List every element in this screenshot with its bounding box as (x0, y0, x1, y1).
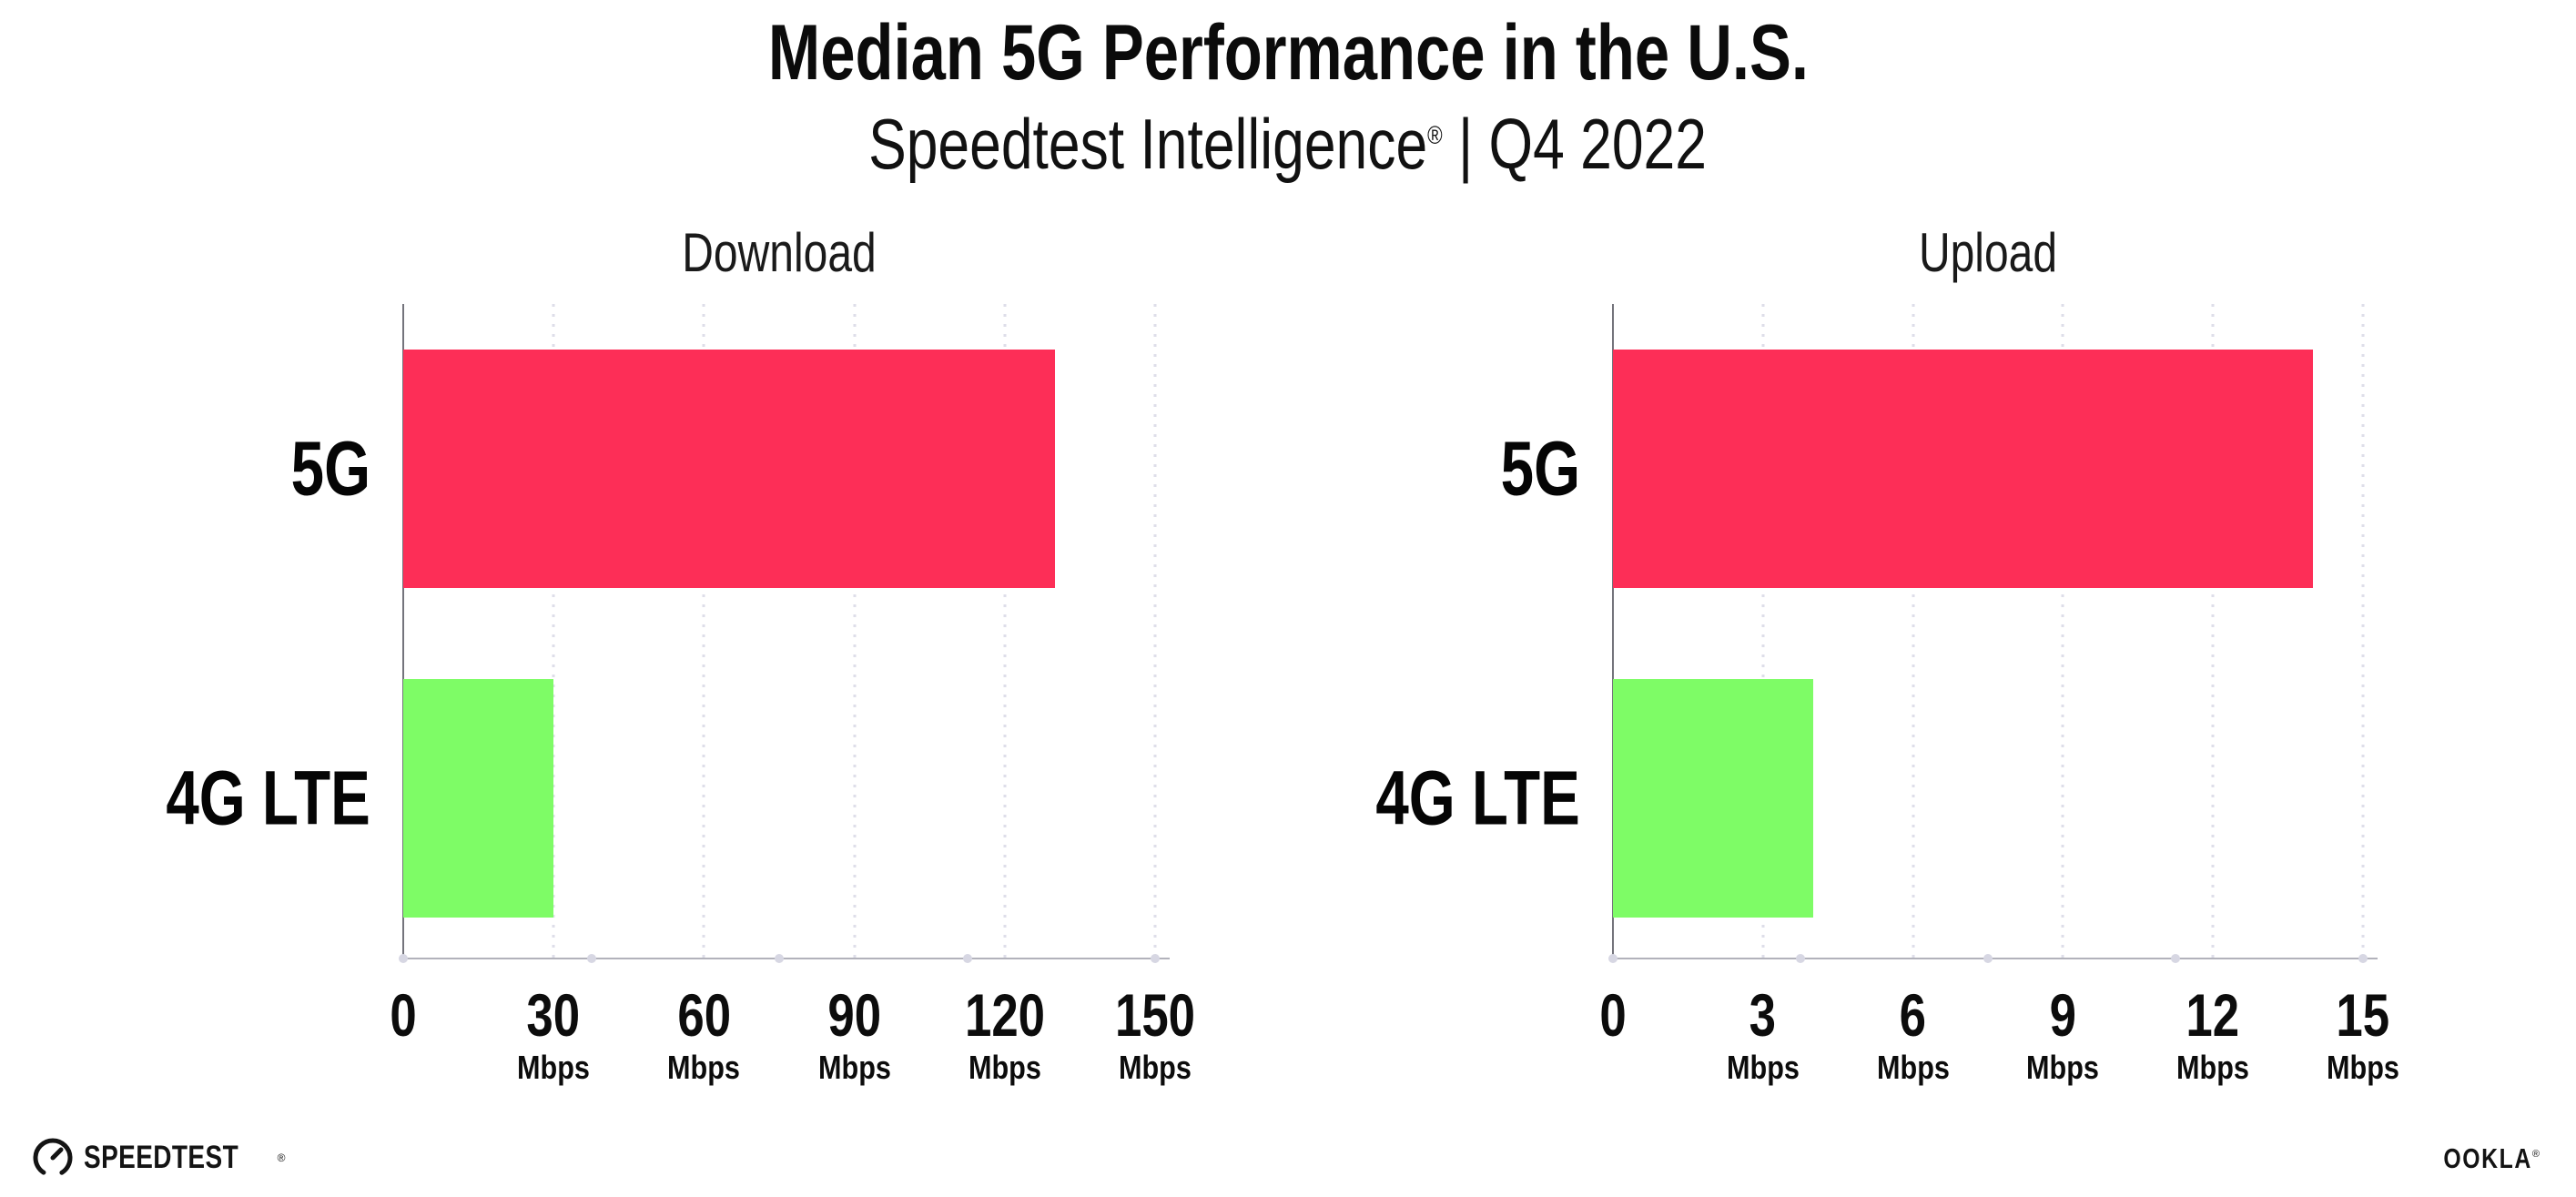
tick-unit-label: Mbps (2026, 1049, 2100, 1086)
tick-number: 15 (2336, 981, 2390, 1049)
tick-label-120: 120 Mbps (955, 981, 1055, 1086)
tick-label-3: 3 Mbps (1720, 981, 1806, 1086)
speedtest-wordmark: SPEEDTEST (84, 1140, 239, 1175)
tick-number: 9 (2049, 981, 2077, 1049)
tick-unit-label: Mbps (817, 1049, 891, 1086)
speedtest-logo: SPEEDTEST ® (31, 1136, 285, 1180)
subtitle-period: | Q4 2022 (1443, 104, 1708, 184)
axis-tick-dot (399, 954, 408, 963)
tick-number: 30 (526, 981, 581, 1049)
gridline-120 (1003, 304, 1007, 959)
ookla-wordmark: OOKLA (2443, 1142, 2532, 1174)
tick-label-150: 150 Mbps (1105, 981, 1205, 1086)
tick-label-90: 90 Mbps (812, 981, 898, 1086)
axis-tick-dot (2171, 954, 2180, 963)
download-chart: Download 0 30 Mbps 60 Mbps 90 Mbps 120 Mbps 150 Mb… (167, 222, 1196, 1086)
download-chart-title: Download (682, 222, 877, 283)
gridline-12 (2211, 304, 2215, 959)
tick-number: 6 (1899, 981, 1927, 1049)
x-axis-line (401, 958, 1170, 959)
upload-chart: Upload 0 3 Mbps 6 Mbps 9 Mbps 12 Mbps 15 Mbps 5G 4G … (1376, 222, 2399, 1086)
gridline-60 (702, 304, 705, 959)
y-axis-line (402, 304, 404, 959)
speedtest-registered-mark: ® (277, 1151, 286, 1164)
tick-unit-label: Mbps (667, 1049, 741, 1086)
axis-tick-dot (1608, 954, 1618, 963)
x-axis-line (1611, 958, 2378, 959)
tick-label-0: 0 (387, 981, 421, 1049)
tick-number: 90 (827, 981, 881, 1049)
download-plot-area (399, 304, 1170, 963)
tick-number: 120 (964, 981, 1045, 1049)
registered-mark: ® (1427, 121, 1444, 149)
tick-number: 60 (677, 981, 731, 1049)
gridline-150 (1153, 304, 1157, 959)
tick-label-15: 15 Mbps (2320, 981, 2406, 1086)
gridline-3 (1761, 304, 1765, 959)
axis-tick-dot (1983, 954, 1993, 963)
category-label-5g: 5G (290, 425, 370, 512)
y-axis-line (1612, 304, 1614, 959)
gridline-30 (552, 304, 555, 959)
tick-number: 12 (2186, 981, 2240, 1049)
gridline-15 (2361, 304, 2365, 959)
tick-label-12: 12 Mbps (2170, 981, 2256, 1086)
tick-number: 150 (1114, 981, 1196, 1049)
gridline-9 (2061, 304, 2064, 959)
subtitle-brand: Speedtest Intelligence (868, 104, 1428, 184)
ookla-registered-mark: ® (2531, 1149, 2540, 1160)
axis-tick-dot (962, 954, 972, 963)
tick-label-60: 60 Mbps (661, 981, 746, 1086)
tick-number: 0 (1599, 981, 1627, 1049)
page-title: Median 5G Performance in the U.S. (767, 9, 1809, 96)
tick-label-9: 9 Mbps (2020, 981, 2105, 1086)
upload-plot-area (1608, 304, 2378, 963)
category-label-4g-lte: 4G LTE (1375, 755, 1580, 841)
upload-chart-title: Upload (1918, 222, 2058, 283)
tick-unit-label: Mbps (1119, 1049, 1192, 1086)
axis-tick-dot (1151, 954, 1160, 963)
tick-unit-label: Mbps (517, 1049, 591, 1086)
bar-4g-lte (1613, 679, 1813, 918)
tick-unit-label: Mbps (968, 1049, 1041, 1086)
bar-5g (1613, 350, 2314, 588)
speedtest-gauge-icon (33, 1138, 73, 1178)
tick-label-0: 0 (1597, 981, 1630, 1049)
axis-tick-dot (1796, 954, 1805, 963)
page-subtitle: Speedtest Intelligence® | Q4 2022 (0, 102, 2576, 186)
bar-5g (403, 350, 1055, 588)
tick-unit-label: Mbps (2327, 1049, 2399, 1086)
category-label-4g-lte: 4G LTE (166, 755, 370, 841)
tick-unit-label: Mbps (1726, 1049, 1800, 1086)
gridline-90 (853, 304, 857, 959)
gridline-6 (1912, 304, 1915, 959)
tick-number: 3 (1749, 981, 1777, 1049)
category-label-5g: 5G (1500, 425, 1580, 512)
axis-tick-dot (775, 954, 784, 963)
tick-unit-label: Mbps (1876, 1049, 1950, 1086)
axis-tick-dot (2358, 954, 2368, 963)
axis-tick-dot (586, 954, 596, 963)
tick-label-6: 6 Mbps (1871, 981, 1956, 1086)
ookla-logo: OOKLA® (2421, 1142, 2540, 1175)
tick-number: 0 (390, 981, 417, 1049)
tick-unit-label: Mbps (2176, 1049, 2250, 1086)
bar-4g-lte (403, 679, 554, 918)
tick-label-30: 30 Mbps (511, 981, 596, 1086)
